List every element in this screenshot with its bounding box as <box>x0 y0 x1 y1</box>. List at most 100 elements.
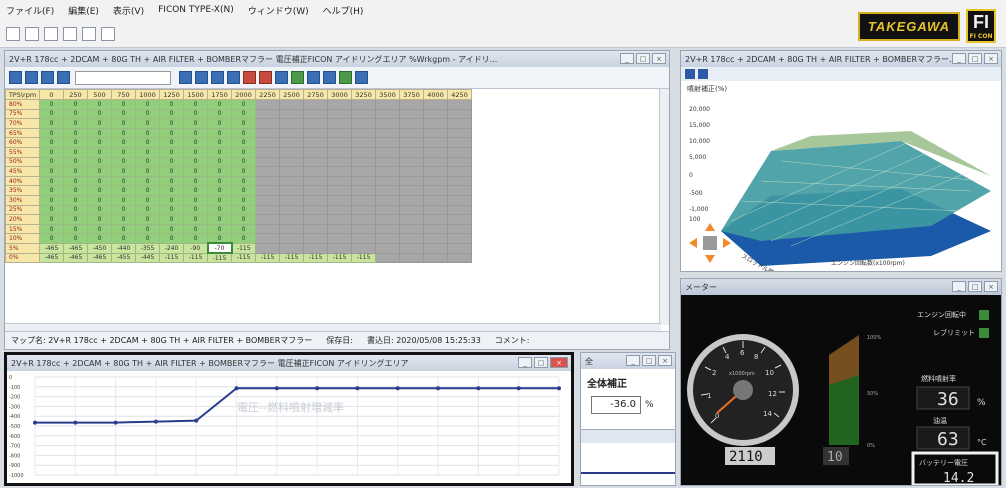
table-cell[interactable]: 0 <box>135 223 160 235</box>
table-cell[interactable]: 0 <box>159 137 184 148</box>
table-cell[interactable]: -465 <box>39 242 64 254</box>
table-cell[interactable] <box>423 108 448 120</box>
table-cell[interactable]: -115 <box>327 252 352 264</box>
table-cell[interactable]: 0 <box>231 99 256 110</box>
table-cell[interactable]: 0 <box>63 194 88 206</box>
table-cell[interactable]: 0 <box>231 233 256 244</box>
table-cell[interactable] <box>399 166 424 177</box>
table-cell[interactable]: -90 <box>183 242 208 254</box>
table-cell[interactable] <box>255 223 280 235</box>
table-icon[interactable] <box>323 71 336 84</box>
table-cell[interactable] <box>375 233 400 244</box>
table-cell[interactable]: 0 <box>183 223 208 235</box>
close-button[interactable]: × <box>984 53 998 64</box>
table-cell[interactable] <box>423 118 448 129</box>
maximize-button[interactable]: □ <box>534 357 548 368</box>
table-cell[interactable] <box>399 214 424 225</box>
minimize-button[interactable]: _ <box>626 355 640 366</box>
table-cell[interactable]: 0 <box>207 156 232 168</box>
table-cell[interactable] <box>399 175 424 187</box>
table-cell[interactable]: -115 <box>207 252 232 264</box>
table-cell[interactable] <box>255 233 280 244</box>
table-cell[interactable]: 0 <box>159 185 184 196</box>
table-cell[interactable]: -465 <box>87 252 112 264</box>
table-cell[interactable]: 0 <box>183 166 208 177</box>
table-cell[interactable]: 0 <box>39 108 64 120</box>
table-cell[interactable]: 0 <box>111 185 136 196</box>
table-cell[interactable] <box>303 166 328 177</box>
table-cell[interactable] <box>423 223 448 235</box>
table-cell[interactable] <box>447 252 472 264</box>
table-cell[interactable] <box>423 137 448 148</box>
table-cell[interactable]: 0 <box>159 194 184 206</box>
table-cell[interactable]: 0 <box>231 108 256 120</box>
table-cell[interactable] <box>375 242 400 254</box>
table-cell[interactable]: 0 <box>87 108 112 120</box>
table-cell[interactable]: 0 <box>183 204 208 216</box>
table-cell[interactable] <box>303 185 328 196</box>
table-cell[interactable]: 0 <box>39 204 64 216</box>
maximize-button[interactable]: □ <box>968 281 982 292</box>
table-cell[interactable]: -70 <box>206 242 233 254</box>
table-cell[interactable]: -115 <box>303 252 328 264</box>
open-icon[interactable] <box>41 71 54 84</box>
table-cell[interactable]: -115 <box>255 252 280 264</box>
table-cell[interactable]: 0 <box>135 204 160 216</box>
table-cell[interactable] <box>399 233 424 244</box>
table-cell[interactable] <box>351 185 376 196</box>
table-cell[interactable] <box>279 175 304 187</box>
table-cell[interactable] <box>327 146 352 158</box>
table-cell[interactable]: 0 <box>39 146 64 158</box>
table-cell[interactable]: 0 <box>159 175 184 187</box>
table-cell[interactable] <box>303 214 328 225</box>
table-cell[interactable]: 0 <box>207 223 232 235</box>
table-cell[interactable] <box>351 166 376 177</box>
table-cell[interactable] <box>303 223 328 235</box>
table-cell[interactable] <box>279 223 304 235</box>
horizontal-scrollbar[interactable] <box>5 323 661 331</box>
table-cell[interactable]: 0 <box>111 194 136 206</box>
table-cell[interactable] <box>375 118 400 129</box>
table-cell[interactable] <box>351 194 376 206</box>
table-cell[interactable]: 0 <box>39 185 64 196</box>
table-cell[interactable] <box>327 156 352 168</box>
table-cell[interactable] <box>375 156 400 168</box>
rotate-icon[interactable] <box>685 69 695 79</box>
graph-icon[interactable] <box>275 71 288 84</box>
table-cell[interactable]: 0 <box>87 156 112 168</box>
table-cell[interactable] <box>447 118 472 129</box>
table-cell[interactable]: 0 <box>207 127 232 139</box>
table-cell[interactable]: 0 <box>207 99 232 110</box>
table-cell[interactable]: 0 <box>87 185 112 196</box>
table-cell[interactable] <box>279 108 304 120</box>
table-cell[interactable] <box>423 99 448 110</box>
table-cell[interactable]: 0 <box>111 108 136 120</box>
table-cell[interactable]: 0 <box>159 233 184 244</box>
table-cell[interactable] <box>423 214 448 225</box>
table-cell[interactable]: 0 <box>111 233 136 244</box>
map-name-field[interactable] <box>75 70 171 85</box>
write-icon[interactable] <box>243 71 256 84</box>
table-cell[interactable]: 0 <box>39 118 64 129</box>
table-cell[interactable] <box>255 214 280 225</box>
table-cell[interactable]: 0 <box>231 166 256 177</box>
table-cell[interactable]: 0 <box>63 175 88 187</box>
table-cell[interactable]: 0 <box>183 127 208 139</box>
close-button[interactable]: × <box>550 357 568 368</box>
minimize-button[interactable]: _ <box>952 53 966 64</box>
table-cell[interactable]: 0 <box>159 223 184 235</box>
table-cell[interactable]: 0 <box>135 146 160 158</box>
table-cell[interactable] <box>423 156 448 168</box>
table-cell[interactable]: 0 <box>159 118 184 129</box>
table-cell[interactable]: 0 <box>111 99 136 110</box>
table-cell[interactable]: 0 <box>63 146 88 158</box>
table-cell[interactable] <box>447 194 472 206</box>
table-cell[interactable]: 0 <box>111 137 136 148</box>
table-cell[interactable] <box>375 127 400 139</box>
table-cell[interactable]: 0 <box>207 166 232 177</box>
table-cell[interactable] <box>255 137 280 148</box>
table-cell[interactable]: 0 <box>183 118 208 129</box>
table-cell[interactable] <box>423 204 448 216</box>
table-cell[interactable] <box>375 99 400 110</box>
table-cell[interactable]: 0 <box>63 166 88 177</box>
